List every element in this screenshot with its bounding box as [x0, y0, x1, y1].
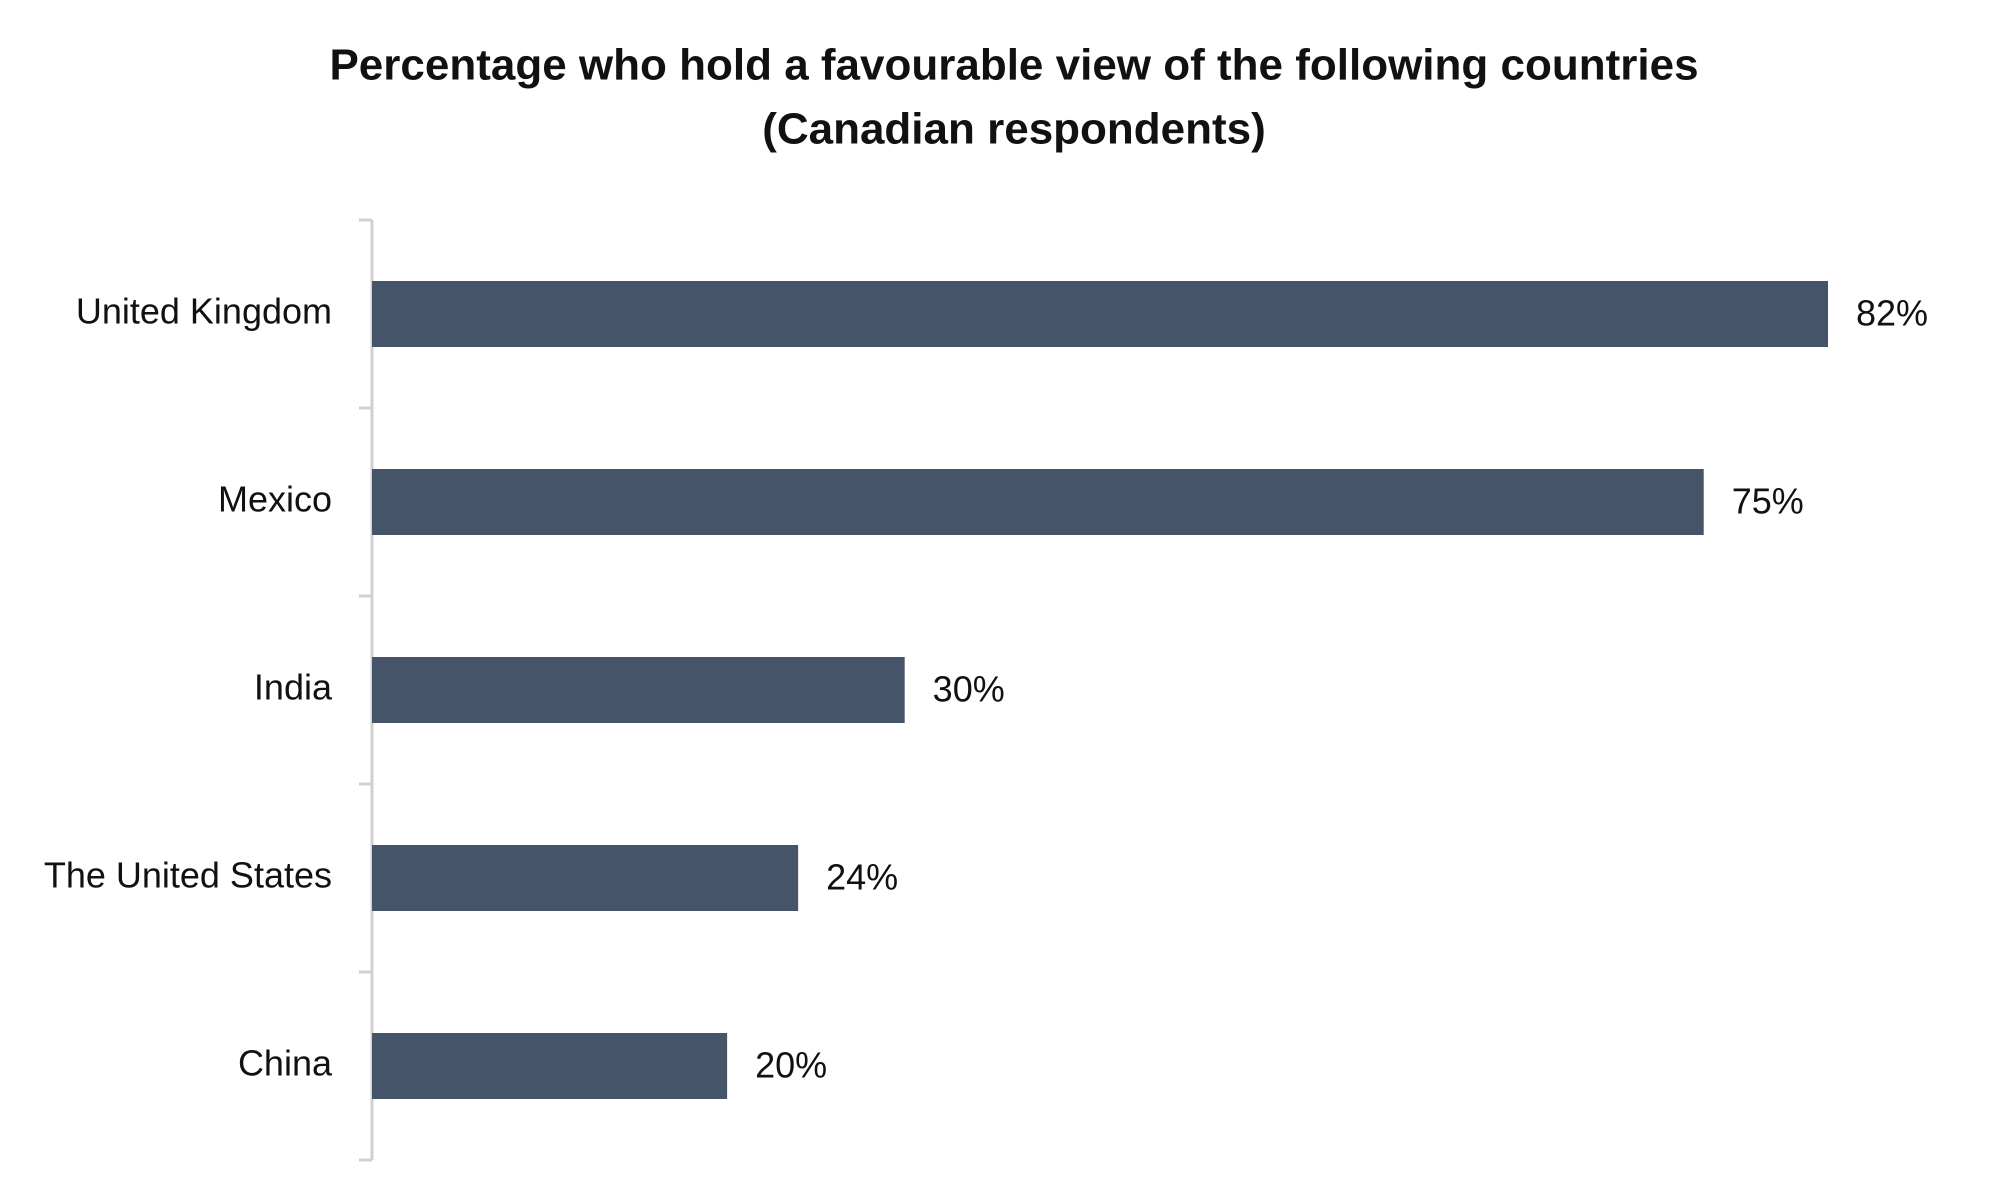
chart-title: Percentage who hold a favourable view of… — [329, 41, 1698, 90]
category-label: India — [254, 667, 333, 708]
bar — [372, 281, 1828, 347]
value-label: 20% — [755, 1045, 827, 1086]
category-label: The United States — [44, 855, 332, 896]
value-label: 75% — [1732, 481, 1804, 522]
bar — [372, 469, 1704, 535]
value-label: 24% — [826, 857, 898, 898]
bar — [372, 657, 905, 723]
category-label: United Kingdom — [76, 291, 332, 332]
bar — [372, 845, 799, 911]
category-label: China — [238, 1043, 333, 1084]
value-label: 82% — [1856, 293, 1928, 334]
chart-subtitle: (Canadian respondents) — [762, 105, 1266, 154]
value-label: 30% — [933, 669, 1005, 710]
category-label: Mexico — [218, 479, 332, 520]
bar — [372, 1033, 728, 1099]
